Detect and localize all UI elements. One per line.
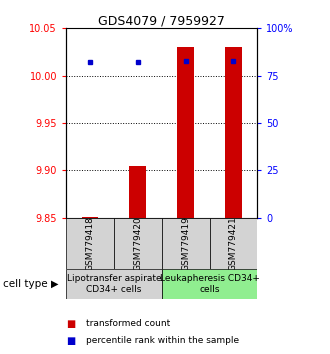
Text: percentile rank within the sample: percentile rank within the sample bbox=[86, 336, 239, 345]
Text: GSM779421: GSM779421 bbox=[229, 216, 238, 271]
Bar bbox=[129, 166, 146, 218]
Bar bbox=[162, 269, 257, 299]
Text: Leukapheresis CD34+
cells: Leukapheresis CD34+ cells bbox=[160, 274, 259, 294]
Text: Lipotransfer aspirate
CD34+ cells: Lipotransfer aspirate CD34+ cells bbox=[67, 274, 161, 294]
Bar bbox=[114, 218, 162, 269]
Bar bbox=[162, 218, 210, 269]
Bar bbox=[177, 47, 194, 218]
Text: ▶: ▶ bbox=[51, 279, 59, 289]
Text: GSM779419: GSM779419 bbox=[181, 216, 190, 271]
Text: ■: ■ bbox=[66, 319, 75, 329]
Bar bbox=[82, 217, 98, 218]
Bar bbox=[225, 47, 242, 218]
Bar bbox=[66, 218, 114, 269]
Text: ■: ■ bbox=[66, 336, 75, 346]
Text: GSM779418: GSM779418 bbox=[85, 216, 94, 271]
Text: GSM779420: GSM779420 bbox=[133, 216, 142, 271]
Bar bbox=[210, 218, 257, 269]
Title: GDS4079 / 7959927: GDS4079 / 7959927 bbox=[98, 14, 225, 27]
Text: transformed count: transformed count bbox=[86, 319, 170, 329]
Bar bbox=[66, 269, 162, 299]
Text: cell type: cell type bbox=[3, 279, 48, 289]
